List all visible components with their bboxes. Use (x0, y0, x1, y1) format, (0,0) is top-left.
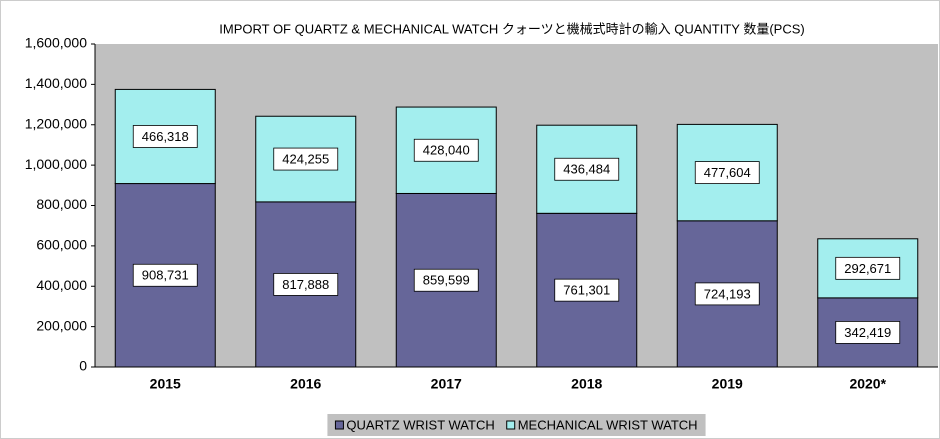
data-label: 342,419 (844, 325, 891, 340)
legend-swatch (506, 420, 516, 430)
x-tick-label: 2018 (571, 376, 602, 392)
data-label-box (273, 147, 339, 171)
data-label: 466,318 (142, 129, 189, 144)
data-label-box (694, 161, 760, 184)
data-label-box (835, 321, 901, 344)
data-label-box (694, 282, 760, 306)
y-tick-label: 1,600,000 (25, 35, 87, 51)
plot-area (95, 44, 938, 367)
x-tick-label: 2019 (712, 376, 743, 392)
data-label-box (132, 263, 198, 287)
data-label-box (413, 268, 479, 292)
x-tick-label: 2016 (290, 376, 321, 392)
data-label: 436,484 (563, 162, 610, 177)
data-label: 761,301 (563, 283, 610, 298)
data-label-box (554, 157, 620, 181)
data-label: 908,731 (142, 268, 189, 283)
data-label: 724,193 (704, 286, 751, 301)
legend-swatch (334, 420, 344, 430)
chart-title: IMPORT OF QUARTZ & MECHANICAL WATCH クォーツ… (219, 21, 805, 36)
data-label: 859,599 (423, 273, 470, 288)
legend-box (327, 414, 706, 436)
y-tick-label: 800,000 (36, 196, 87, 212)
y-tick-label: 1,000,000 (25, 156, 87, 172)
data-label: 817,888 (282, 277, 329, 292)
y-tick-label: 1,400,000 (25, 75, 87, 91)
data-label-box (132, 125, 198, 148)
x-tick-label: 2020* (849, 376, 886, 392)
y-tick-label: 0 (79, 358, 87, 374)
legend: QUARTZ WRIST WATCH MECHANICAL WRIST WATCH (327, 414, 706, 436)
y-tick-label: 200,000 (36, 317, 87, 333)
y-tick-label: 1,200,000 (25, 115, 87, 131)
data-label: 292,671 (844, 261, 891, 276)
legend-label: MECHANICAL WRIST WATCH (518, 417, 698, 432)
legend-label: QUARTZ WRIST WATCH (346, 417, 494, 432)
data-label: 428,040 (423, 143, 470, 158)
y-tick-label: 400,000 (36, 277, 87, 293)
data-label: 424,255 (282, 152, 329, 167)
data-label-box (273, 273, 339, 296)
data-label-box (413, 138, 479, 162)
x-tick-label: 2017 (431, 376, 462, 392)
y-tick-label: 600,000 (36, 237, 87, 253)
data-label: 477,604 (704, 165, 751, 180)
data-label-box (554, 278, 620, 302)
data-label-box (835, 256, 901, 280)
x-tick-label: 2015 (150, 376, 181, 392)
